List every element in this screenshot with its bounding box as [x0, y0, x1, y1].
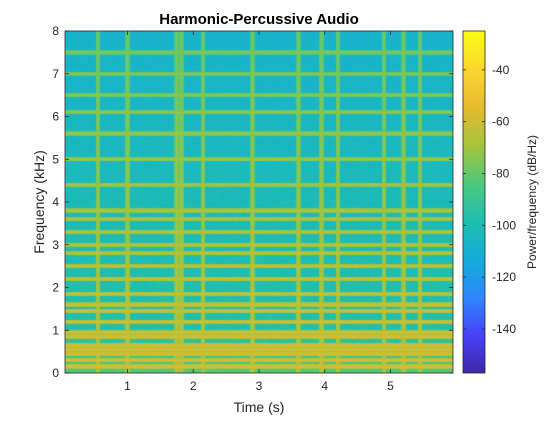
- y-tick-label: 3: [52, 238, 59, 252]
- colorbar-label: Power/frequency (dB/Hz): [525, 135, 539, 269]
- x-axis-label: Time (s): [234, 399, 285, 415]
- y-tick-label: 8: [52, 24, 59, 38]
- colorbar-ticks: -40 -60 -80 -100 -120 -140: [463, 63, 516, 336]
- x-tick-label: 4: [321, 379, 328, 393]
- chart-title: Harmonic-Percussive Audio: [159, 11, 359, 28]
- colorbar-frame: [462, 30, 486, 374]
- y-tick-label: 2: [52, 281, 59, 295]
- colorbar-tick-label: -80: [492, 167, 510, 181]
- y-tick-label: 0: [52, 366, 59, 380]
- colorbar-tick-label: -120: [492, 270, 516, 284]
- y-tick-label: 5: [52, 152, 59, 166]
- colorbar-tick-label: -60: [492, 115, 510, 129]
- y-tick-label: 4: [52, 195, 59, 209]
- y-tick-label: 1: [52, 323, 59, 337]
- colorbar: [463, 31, 485, 373]
- colorbar-tick-label: -140: [492, 322, 516, 336]
- x-axis-ticks: 1 2 3 4 5: [124, 31, 394, 393]
- y-axis-ticks: 0 1 2 3 4 5 6 7 8: [52, 24, 453, 380]
- x-tick-label: 1: [124, 379, 131, 393]
- y-tick-label: 7: [52, 67, 59, 81]
- y-tick-label: 6: [52, 110, 59, 124]
- x-tick-label: 3: [256, 379, 263, 393]
- spectrogram-image: [65, 31, 453, 373]
- y-axis-label: Frequency (kHz): [31, 150, 47, 253]
- colorbar-tick-label: -40: [492, 63, 510, 77]
- colorbar-tick-label: -100: [492, 218, 516, 232]
- x-tick-label: 2: [190, 379, 197, 393]
- x-tick-label: 5: [387, 379, 394, 393]
